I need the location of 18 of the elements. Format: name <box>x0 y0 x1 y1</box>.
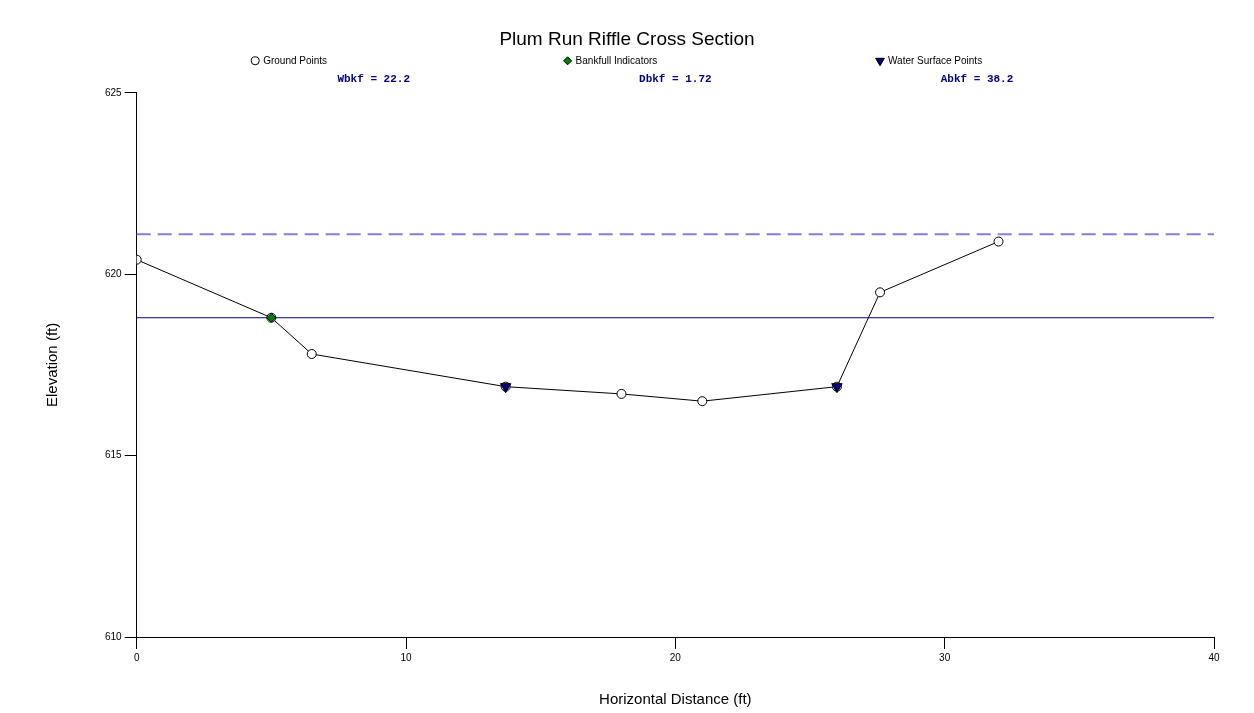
x-tick-label: 10 <box>400 651 413 663</box>
x-axis-title: Horizontal Distance (ft) <box>599 690 752 708</box>
text: Abkf = 38.2 <box>940 72 1014 85</box>
legend-label: Water Surface Points <box>888 54 983 66</box>
y-tick-label: 610 <box>105 630 123 642</box>
text: Wbkf = 22.2 <box>337 72 411 85</box>
text: Dbkf = 1.72 <box>639 72 712 85</box>
y-axis-title: Elevation (ft) <box>43 322 61 407</box>
x-tick-label: 40 <box>1208 651 1220 663</box>
x-tick-label: 20 <box>669 651 682 663</box>
chart-title: Plum Run Riffle Cross Section <box>499 27 755 49</box>
x-tick-label: 0 <box>133 651 140 663</box>
y-tick-label: 620 <box>105 267 123 279</box>
y-tick-label: 615 <box>105 449 123 461</box>
legend-label: Ground Points <box>263 54 328 66</box>
legend-label: Bankfull Indicators <box>575 54 658 66</box>
y-tick-label: 625 <box>105 86 123 98</box>
x-tick-label: 30 <box>939 651 951 663</box>
